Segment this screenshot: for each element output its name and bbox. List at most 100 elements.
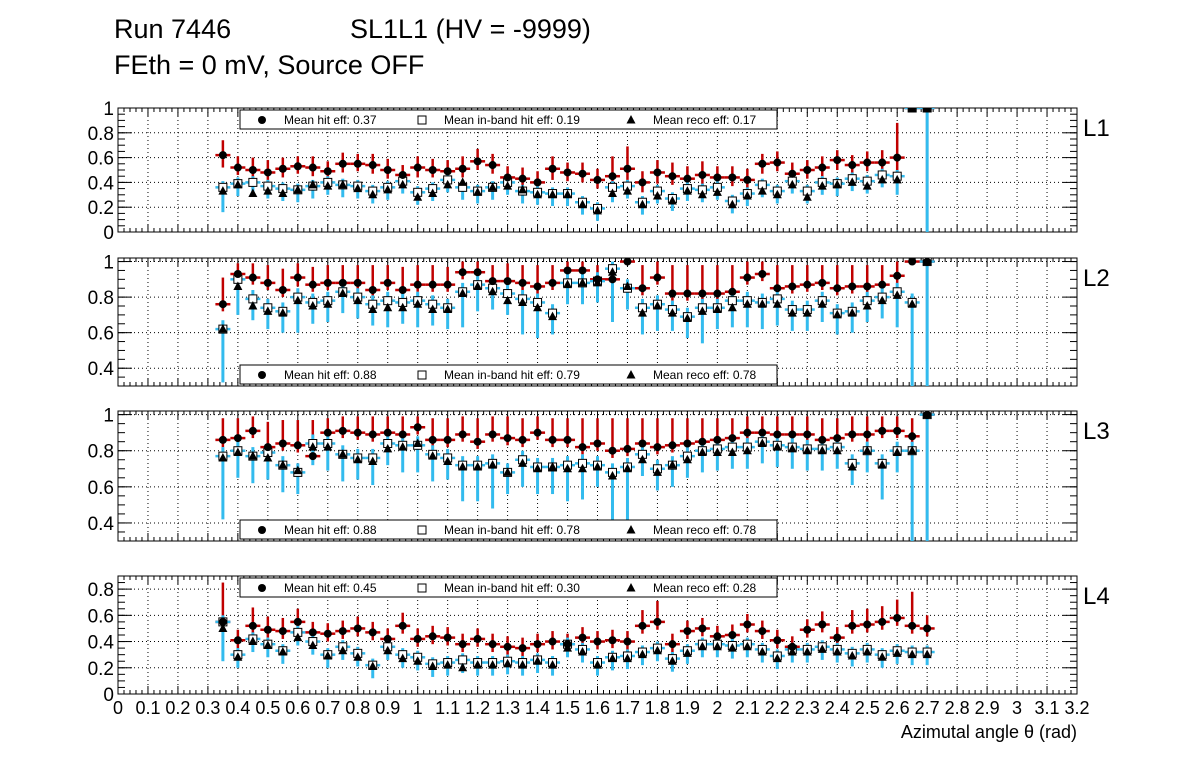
hit-point [443, 167, 452, 176]
y-tick-label: 0.4 [88, 359, 115, 380]
hit-point [698, 170, 707, 179]
hit-point [818, 620, 827, 629]
hit-point [923, 624, 932, 633]
reco-point [802, 308, 812, 317]
hit-point [548, 637, 557, 646]
reco-point [263, 452, 273, 462]
hit-point [278, 286, 287, 294]
hit-point [713, 173, 722, 182]
legend: Mean hit eff: 0.88 Mean in-band hit eff: … [239, 364, 778, 385]
hit-point [788, 430, 797, 439]
hit-point [458, 430, 467, 439]
hit-point [893, 153, 902, 162]
hit-point [563, 435, 572, 444]
reco-point [847, 650, 857, 660]
legend-box [239, 364, 778, 385]
reco-point [593, 461, 602, 471]
hit-point [833, 633, 842, 642]
hit-point [488, 430, 497, 439]
panel-l1: 0 0.2 0.4 0.6 0.8 1 L1 Mean hit eff: 0.37 Mean i… [88, 99, 1110, 244]
hit-point [338, 159, 347, 168]
reco-point [488, 460, 498, 469]
hit-point [353, 624, 362, 633]
hit-point [263, 278, 272, 287]
legend: Mean hit eff: 0.37 Mean in-band hit eff: … [239, 109, 778, 130]
reco-point [682, 313, 692, 322]
panel-data [215, 582, 935, 679]
hit-point [773, 430, 782, 439]
reco-point [892, 447, 902, 457]
legend-reco-text: Mean reco eff: [653, 368, 733, 382]
hit-point [398, 286, 407, 294]
legend-reco-label: Mean reco eff: 0.78 [653, 368, 757, 382]
reco-point [293, 295, 303, 305]
hit-point [458, 640, 467, 649]
reco-point [712, 187, 722, 196]
reco-point [473, 281, 483, 290]
hit-point [623, 258, 632, 266]
reco-point [293, 632, 303, 642]
reco-point [847, 177, 857, 186]
legend-reco-value: 0.28 [733, 581, 757, 595]
reco-point [248, 451, 258, 460]
x-tick-label: 1 [413, 698, 423, 718]
hit-point [758, 159, 767, 168]
reco-point [488, 660, 498, 669]
hit-point [893, 271, 902, 280]
hit-point [263, 168, 272, 177]
reco-point [697, 447, 707, 457]
hit-point [908, 432, 917, 441]
reco-point [278, 647, 288, 656]
hit-point [578, 169, 587, 178]
hit-point [548, 435, 557, 444]
x-tick-label: 0.7 [315, 698, 340, 718]
reco-point [218, 186, 228, 195]
hit-point [338, 426, 347, 435]
reco-point [293, 465, 303, 475]
hit-point [668, 640, 677, 649]
reco-point [413, 656, 423, 665]
reco-point [787, 647, 797, 656]
reco-point [712, 304, 722, 314]
reco-point [907, 649, 917, 659]
reco-point [533, 302, 543, 312]
hit-point [653, 617, 662, 626]
hit-point [833, 284, 842, 293]
hit-point [233, 636, 242, 645]
x-tick-label: 0.4 [225, 698, 250, 718]
reco-point [278, 188, 288, 198]
reco-point [233, 281, 243, 290]
hit-point [323, 278, 332, 287]
y-tick-label: 0.4 [88, 173, 115, 194]
x-tick-label: 1.7 [615, 698, 640, 718]
legend-hit-label: Mean hit eff: 0.88 [284, 368, 377, 382]
reco-point [368, 456, 378, 466]
reco-point [398, 653, 408, 663]
x-tick-label: 0.5 [255, 698, 280, 718]
inband-point [248, 177, 258, 187]
x-axis-title: Azimutal angle θ (rad) [901, 722, 1077, 742]
x-tick-label: 3.1 [1035, 698, 1060, 718]
hit-point [788, 642, 797, 651]
y-tick-label: 0.4 [88, 633, 115, 654]
hit-point [443, 633, 452, 642]
hit-point [533, 640, 542, 649]
legend-hit-text: Mean hit eff: [284, 523, 353, 537]
reco-point [817, 644, 827, 653]
x-tick-label: 3.2 [1064, 698, 1089, 718]
x-tick-label: 1.9 [675, 698, 700, 718]
reco-point [892, 648, 902, 657]
hit-point [638, 621, 647, 630]
panel-data [215, 258, 935, 386]
hit-point [698, 624, 707, 633]
hit-point [668, 289, 677, 298]
hit-point [248, 621, 257, 630]
hit-point [548, 278, 557, 287]
hit-point [308, 628, 317, 637]
run-number-title: Run 7446 [114, 14, 232, 44]
y-tick-label: 0.2 [88, 198, 114, 219]
reco-point [742, 641, 752, 651]
hit-point [923, 108, 932, 112]
chamber-title: SL1L1 (HV = -9999) [350, 14, 591, 44]
reco-point [368, 304, 378, 314]
